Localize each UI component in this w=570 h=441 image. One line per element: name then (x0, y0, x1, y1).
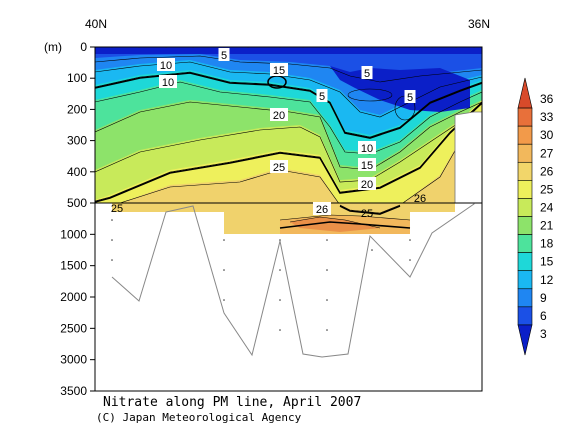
colorbar-segment (517, 143, 533, 163)
colorbar-tick-label: 33 (540, 110, 554, 124)
colorbar-segment (517, 270, 533, 290)
colorbar-tick-label: 15 (540, 255, 554, 269)
contour-label: 10 (361, 143, 373, 155)
contour-label-bg (313, 202, 331, 215)
contour-label-bg (157, 58, 175, 71)
y-tick-label: 500 (67, 196, 87, 210)
colorbar-segment (517, 180, 533, 199)
contour-label-bg (358, 141, 376, 154)
bottom-profile-line (111, 203, 475, 358)
contour-label-bg (361, 66, 373, 79)
contour-label: 5 (364, 68, 370, 80)
colorbar-tick-label: 30 (540, 128, 554, 142)
contour-label: 26 (414, 193, 426, 205)
contour-label: 5 (319, 91, 325, 103)
colorbar-tick-label: 27 (540, 146, 554, 160)
contour-label-bg (270, 160, 288, 173)
credit-text: (C) Japan Meteorological Agency (96, 411, 302, 424)
contour-label: 15 (273, 65, 285, 77)
colorbar-segment (517, 125, 533, 145)
colorbar-tick-label: 25 (540, 182, 554, 196)
colorbar-segment (517, 288, 533, 308)
y-tick-label: 2000 (60, 290, 87, 304)
y-tick-label: 200 (67, 102, 87, 116)
y-tick-label: 0 (80, 40, 87, 54)
contour-label: 25 (111, 203, 123, 215)
contour-label-bg (270, 63, 288, 76)
y-tick-label: 100 (67, 71, 87, 85)
colorbar-segment (517, 216, 533, 235)
colorbar-top-arrow (517, 77, 533, 109)
colorbar-segment (517, 161, 533, 181)
y-tick-label: 300 (67, 134, 87, 148)
y-axis-unit-label: (m) (44, 40, 62, 54)
colorbar: 36 33 30 27 26 25 24 21 18 15 12 9 6 3 (517, 77, 554, 356)
contour-label: 20 (361, 179, 373, 191)
x-label-36n: 36N (468, 17, 490, 31)
y-tick-label: 1000 (60, 227, 87, 241)
contour-label: 25 (361, 208, 373, 220)
colorbar-segment (517, 107, 533, 127)
contour-label: 20 (273, 110, 285, 122)
upper-contour-fill (95, 47, 482, 203)
colorbar-tick-label: 12 (540, 273, 554, 287)
colorbar-tick-label: 21 (540, 219, 554, 233)
contour-label: 15 (361, 160, 373, 172)
colorbar-bottom-arrow (517, 324, 533, 356)
colorbar-segment (517, 234, 533, 253)
contour-label: 10 (162, 77, 174, 89)
contour-labels: 5 10 10 15 20 5 5 5 10 15 20 25 25 26 25 26 (111, 48, 426, 220)
x-label-40n: 40N (85, 17, 107, 31)
contour-label: 26 (316, 204, 328, 216)
contour-label: 5 (407, 92, 413, 104)
y-tick-label: 3000 (60, 353, 87, 367)
contour-label-bg (404, 90, 416, 103)
contour-label: 25 (273, 162, 285, 174)
y-tick-label: 1500 (60, 259, 87, 273)
y-tick-label: 400 (67, 165, 87, 179)
colorbar-tick-label: 26 (540, 164, 554, 178)
colorbar-tick-label: 3 (540, 327, 547, 341)
lower-contour-fill (111, 203, 475, 358)
colorbar-tick-label: 6 (540, 309, 547, 323)
contour-label-bg (358, 158, 376, 171)
chart-title: Nitrate along PM line, April 2007 (103, 395, 361, 410)
colorbar-segment (517, 306, 533, 326)
contour-label-bg (218, 48, 230, 61)
colorbar-segment (517, 252, 533, 272)
contour-label-bg (270, 108, 288, 121)
colorbar-segment (517, 198, 533, 217)
contour-label: 5 (221, 50, 227, 62)
contour-label-bg (159, 75, 177, 88)
contour-label-bg (316, 89, 328, 102)
colorbar-tick-label: 9 (540, 291, 547, 305)
y-tick-label: 2500 (60, 321, 87, 335)
colorbar-tick-label: 36 (540, 92, 554, 106)
contour-label-bg (358, 177, 376, 190)
colorbar-tick-label: 18 (540, 237, 554, 251)
colorbar-tick-label: 24 (540, 200, 554, 214)
contour-label: 10 (160, 60, 172, 72)
y-tick-label: 3500 (60, 384, 87, 398)
y-axis-ticks: 0 100 200 300 400 500 1000 1500 2000 2500 3000 3500 (60, 40, 95, 398)
plot-frame (94, 46, 483, 392)
